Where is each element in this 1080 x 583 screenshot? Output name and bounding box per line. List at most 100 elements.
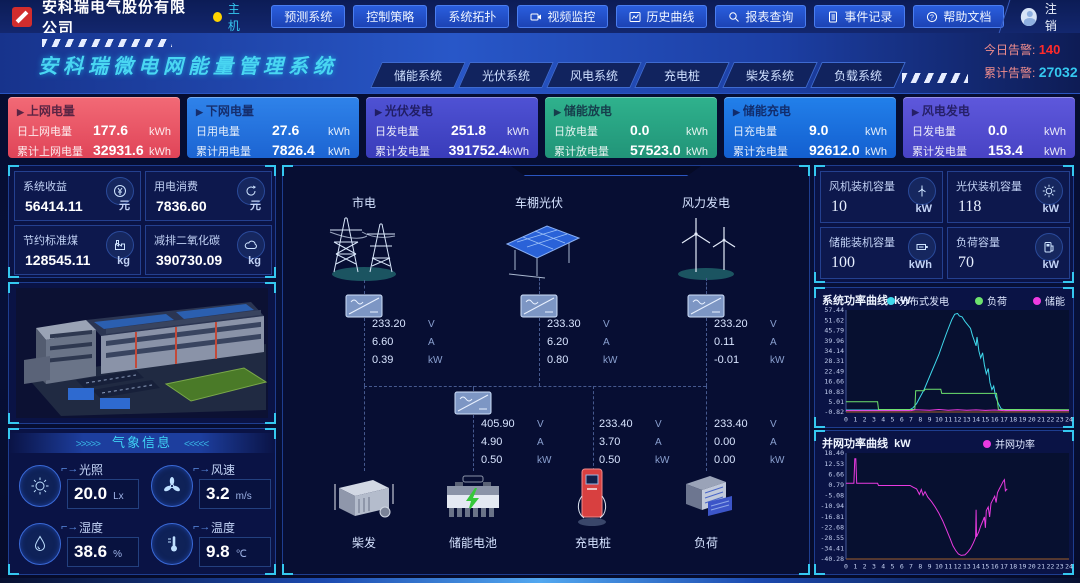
benefits-panel: 系统收益 56414.11 元 用电消费 7836.60 元 节约标准煤 128…	[8, 165, 276, 278]
current-unit: A	[655, 437, 662, 448]
nav-label: 历史曲线	[646, 10, 695, 24]
banner: 安科瑞微电网能量管理系统 储能系统 光伏系统 风电系统 充电桩 柴发系统 负载系…	[0, 33, 1080, 94]
card-row-value: 0.0	[630, 122, 650, 138]
current-unit: A	[537, 437, 544, 448]
stat-card-storage-charge: ▶ 储能充电 日充电量 9.0 kWh 累计充电量 92612.0 kWh	[724, 97, 896, 158]
svg-text:1: 1	[853, 416, 857, 424]
svg-text:10: 10	[935, 416, 943, 424]
svg-text:34.14: 34.14	[824, 347, 844, 355]
help-icon: ?	[926, 11, 938, 23]
svg-text:9: 9	[928, 416, 932, 424]
voltage-unit: V	[770, 419, 777, 430]
tab-pv-system[interactable]: 光伏系统	[458, 62, 554, 88]
capacity-label: 风机装机容量	[829, 181, 895, 193]
chart-legend: 并网功率	[983, 436, 1035, 451]
voltage-value: 233.30	[547, 318, 581, 330]
svg-text:1: 1	[853, 563, 857, 571]
svg-text:21: 21	[1037, 563, 1045, 571]
svg-text:18: 18	[1009, 563, 1017, 571]
nav-button-video[interactable]: 视频监控	[517, 5, 609, 28]
card-row-value: 251.8	[451, 122, 487, 138]
nav-button-event-log[interactable]: 事件记录	[814, 5, 906, 28]
card-row-label: 累计发电量	[912, 146, 967, 158]
system-title: 安科瑞微电网能量管理系统	[38, 54, 338, 78]
weather-value: 3.2	[206, 484, 230, 503]
svg-text:13: 13	[963, 416, 971, 424]
svg-text:-40.28: -40.28	[821, 555, 845, 563]
svg-text:16: 16	[991, 416, 999, 424]
power-unit: kW	[537, 455, 552, 466]
card-row-unit: kWh	[1044, 126, 1066, 138]
tab-charging-pile[interactable]: 充电桩	[634, 62, 730, 88]
capacity-unit: kW	[915, 203, 933, 215]
arrow-icon: ⌐→	[193, 463, 211, 475]
svg-text:12: 12	[954, 416, 962, 424]
arrow-icon: ⌐→	[61, 521, 79, 533]
svg-text:-0.82: -0.82	[824, 408, 844, 416]
nav-button-topology[interactable]: 系统拓扑	[435, 5, 510, 28]
weather-unit: Lx	[113, 491, 124, 502]
nav-button-help[interactable]: ? 帮助文档	[913, 5, 1005, 28]
card-row-label: 累计发电量	[375, 146, 430, 158]
bottom-glow-bar	[0, 578, 1080, 583]
tab-load-system[interactable]: 负载系统	[810, 62, 906, 88]
capacity-unit: kW	[1042, 203, 1060, 215]
svg-text:14: 14	[972, 416, 980, 424]
document-icon	[827, 11, 839, 23]
load-measurements: 233.40 V 0.00 A 0.00 kW	[714, 418, 834, 472]
nav-button-control-strategy[interactable]: 控制策略	[353, 5, 428, 28]
card-row-unit: kWh	[686, 146, 708, 158]
benefit-label: 系统收益	[23, 181, 67, 193]
power-value: 0.80	[547, 354, 569, 366]
svg-text:6: 6	[900, 563, 904, 571]
logout-button[interactable]: 注销	[1045, 1, 1058, 33]
card-row-unit: kWh	[507, 146, 529, 158]
weather-unit: m/s	[235, 491, 252, 502]
power-unit: kW	[770, 355, 785, 366]
voltage-value: 233.20	[714, 318, 748, 330]
benefit-unit: kg	[117, 255, 130, 267]
user-zone: 注销	[999, 0, 1072, 33]
voltage-value: 233.20	[372, 318, 406, 330]
weather-label: 湿度	[79, 521, 104, 535]
card-row-unit: kWh	[1044, 146, 1066, 158]
card-row-value: 0.0	[988, 122, 1008, 138]
svg-text:2: 2	[863, 563, 867, 571]
chart-legend: 分布式发电 负荷 储能	[887, 293, 1065, 308]
tab-diesel-system[interactable]: 柴发系统	[722, 62, 818, 88]
svg-text:8: 8	[918, 563, 922, 571]
svg-text:18: 18	[1009, 416, 1017, 424]
chevrons-left-icon: <<<<<	[184, 439, 209, 450]
legend-item: 分布式发电	[887, 293, 949, 308]
capacity-value: 118	[958, 198, 982, 215]
nav-button-report-query[interactable]: 报表查询	[715, 5, 807, 28]
user-avatar[interactable]	[1021, 7, 1038, 26]
benefit-cell-consumption: 用电消费 7836.60 元	[145, 171, 272, 221]
svg-text:22.49: 22.49	[824, 367, 844, 375]
nav-button-history-curve[interactable]: 历史曲线	[616, 5, 708, 28]
power-value: 0.50	[481, 454, 503, 466]
card-row-value: 92612.0	[809, 142, 860, 158]
nav-button-prediction[interactable]: 预测系统	[271, 5, 346, 28]
weather-item-wind-speed: ⌐→ 风速 3.2 m/s	[147, 459, 273, 515]
svg-text:7: 7	[909, 416, 913, 424]
benefit-label: 节约标准煤	[23, 235, 78, 247]
wind-turbine-icon	[908, 177, 936, 205]
stat-card-pv-generation: ▶ 光伏发电 日发电量 251.8 kWh 累计发电量 391752.4 kWh	[366, 97, 538, 158]
voltage-unit: V	[603, 319, 610, 330]
nav-label: 帮助文档	[943, 10, 992, 24]
voltage-value: 405.90	[481, 418, 515, 430]
voltage-unit: V	[655, 419, 662, 430]
svg-text:6.66: 6.66	[828, 470, 844, 478]
nav-label: 控制策略	[366, 10, 415, 24]
tab-wind-system[interactable]: 风电系统	[546, 62, 642, 88]
svg-text:19: 19	[1019, 563, 1027, 571]
source-label-wind: 风力发电	[681, 196, 730, 210]
carport-pv-measurements: 233.30 V 6.20 A 0.80 kW	[547, 318, 667, 372]
tab-label: 负载系统	[833, 68, 882, 83]
voltage-value: 233.40	[599, 418, 633, 430]
hazard-stripes-right	[902, 73, 968, 83]
benefit-cell-co2-reduction: 减排二氧化碳 390730.09 kg	[145, 225, 272, 275]
current-unit: A	[603, 337, 610, 348]
tab-storage-system[interactable]: 储能系统	[370, 62, 466, 88]
